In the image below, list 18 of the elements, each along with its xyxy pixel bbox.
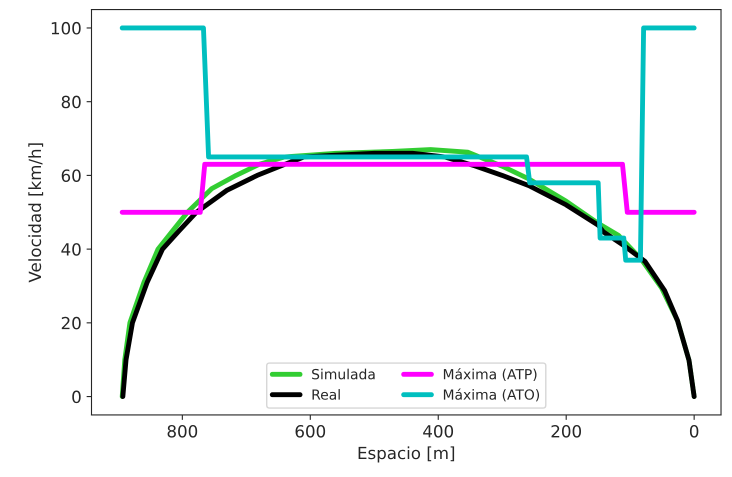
- y-tick-label: 20: [62, 316, 81, 330]
- x-axis-title: Espacio [m]: [358, 446, 454, 463]
- x-tick-label: 0: [690, 425, 698, 438]
- y-tick-label: 60: [62, 169, 81, 182]
- legend-label: Real: [312, 389, 340, 400]
- x-tick-label: 600: [296, 425, 326, 438]
- y-tick-label: 100: [52, 22, 81, 35]
- y-tick-label: 40: [61, 243, 81, 256]
- x-tick-label: 400: [423, 425, 454, 438]
- legend-label: Máxima (ATO): [444, 388, 540, 402]
- y-tick-label: 80: [62, 96, 81, 108]
- legend-label: Simulada: [312, 368, 375, 380]
- x-tick-label: 200: [552, 425, 581, 438]
- x-tick-label: 800: [168, 425, 198, 438]
- legend-label: Máxima (ATP): [444, 368, 536, 382]
- y-tick-label: 0: [72, 390, 81, 404]
- line-series: [120, 26, 697, 263]
- y-axis-title: Velocidad [km/h]: [28, 143, 44, 282]
